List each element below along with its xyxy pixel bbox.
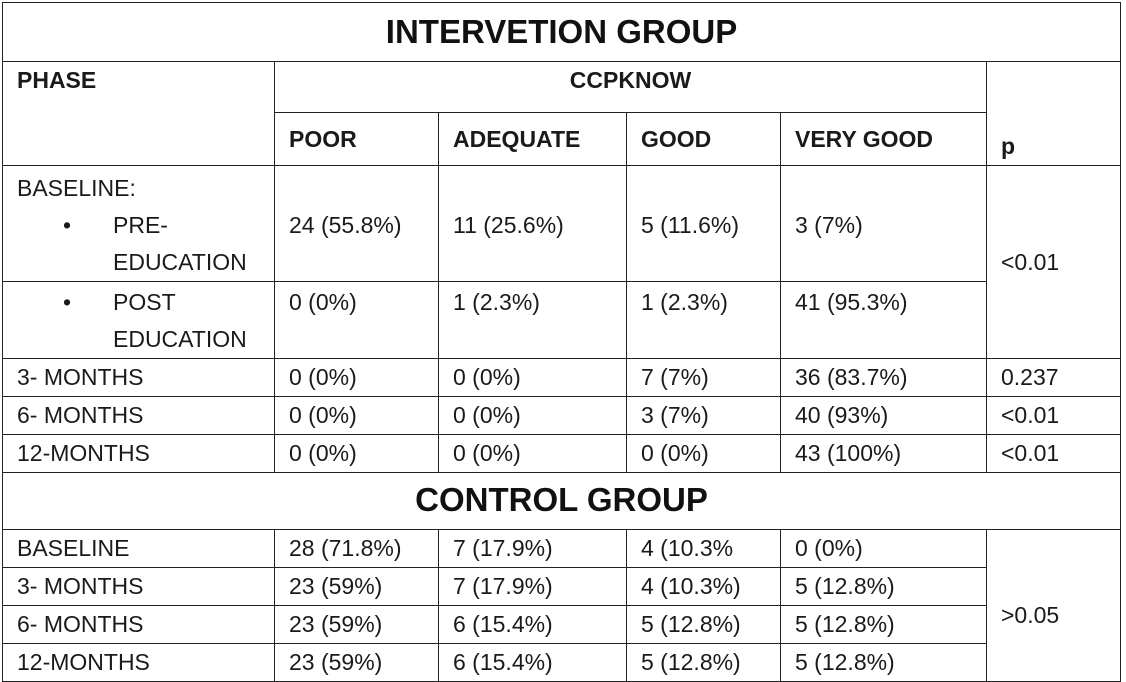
control-row-3-months: 3- MONTHS 23 (59%) 7 (17.9%) 4 (10.3%) 5… [2,567,1121,606]
very-good-cell: 5 (12.8%) [780,605,987,644]
poor-cell: 0 (0%) [274,358,439,397]
p-header: p [985,61,1122,166]
adequate-cell: 6 (15.4%) [438,605,627,644]
post-poor-cell: 0 (0%) [274,281,439,359]
post-label-line1: POST [113,289,176,315]
p-cell: <0.01 [985,434,1122,473]
baseline-p-cell: <0.01 [985,165,1122,359]
phase-cell: 3- MONTHS [2,358,275,397]
intervention-row-6-months: 6- MONTHS 0 (0%) 0 (0%) 3 (7%) 40 (93%) … [2,396,1122,435]
col-header-good: GOOD [626,112,781,166]
header-row-1: PHASE CCPKNOW p [2,61,1122,166]
poor-cell: 23 (59%) [274,643,439,682]
good-cell: 5 (12.8%) [626,643,781,682]
intervention-baseline-pre-row: BASELINE: • PRE- EDUCATION 24 (55.8%) 11 … [2,165,1122,359]
baseline-pre-phase-cell: BASELINE: • PRE- EDUCATION [2,165,275,282]
phase-cell: 12-MONTHS [2,643,275,682]
good-cell: 3 (7%) [626,396,781,435]
adequate-cell: 7 (17.9%) [438,567,627,606]
intervention-title-row: INTERVETION GROUP [1,2,1122,62]
post-very-good-cell: 41 (95.3%) [780,281,987,359]
adequate-cell: 0 (0%) [438,396,627,435]
p-cell: <0.01 [985,396,1122,435]
adequate-cell: 0 (0%) [438,358,627,397]
good-cell: 5 (12.8%) [626,605,781,644]
phase-cell: 6- MONTHS [2,605,275,644]
control-row-6-months: 6- MONTHS 23 (59%) 6 (15.4%) 5 (12.8%) 5… [2,605,1121,644]
control-group-title: CONTROL GROUP [1,472,1122,530]
post-phase-cell: • POST EDUCATION [2,281,275,359]
post-label-line2: EDUCATION [113,326,247,352]
col-header-adequate: ADEQUATE [438,112,627,166]
very-good-cell: 36 (83.7%) [780,358,987,397]
post-adequate-cell: 1 (2.3%) [438,281,627,359]
bullet-icon: • [63,289,72,315]
control-p-cell: >0.05 [985,529,1122,682]
pre-adequate-cell: 11 (25.6%) [438,165,627,282]
post-good-cell: 1 (2.3%) [626,281,781,359]
poor-cell: 0 (0%) [274,434,439,473]
good-cell: 7 (7%) [626,358,781,397]
pre-good-cell: 5 (11.6%) [626,165,781,282]
intervention-group-title: INTERVETION GROUP [1,2,1122,62]
poor-cell: 0 (0%) [274,396,439,435]
p-cell: 0.237 [985,358,1122,397]
very-good-cell: 0 (0%) [780,529,987,568]
bullet-icon: • [63,212,72,238]
adequate-cell: 6 (15.4%) [438,643,627,682]
good-cell: 4 (10.3% [626,529,781,568]
bullet-pre: • PRE- [17,207,274,244]
pre-very-good-cell: 3 (7%) [780,165,987,282]
col-header-poor: POOR [274,112,439,166]
poor-cell: 28 (71.8%) [274,529,439,568]
very-good-cell: 43 (100%) [780,434,987,473]
good-cell: 0 (0%) [626,434,781,473]
pre-label-line2: EDUCATION [113,249,247,275]
intervention-baseline-post-row: • POST EDUCATION 0 (0%) 1 (2.3%) 1 (2.3%)… [2,281,1121,359]
control-row-12-months: 12-MONTHS 23 (59%) 6 (15.4%) 5 (12.8%) 5… [2,643,1121,682]
good-cell: 4 (10.3%) [626,567,781,606]
phase-cell: 3- MONTHS [2,567,275,606]
adequate-cell: 0 (0%) [438,434,627,473]
pre-poor-cell: 24 (55.8%) [274,165,439,282]
control-row-baseline: BASELINE 28 (71.8%) 7 (17.9%) 4 (10.3% 0… [2,529,1122,682]
bullet-post: • POST [17,284,274,321]
baseline-label: BASELINE: [17,175,136,201]
intervention-row-12-months: 12-MONTHS 0 (0%) 0 (0%) 0 (0%) 43 (100%)… [2,434,1122,473]
phase-cell: 12-MONTHS [2,434,275,473]
phase-header: PHASE [2,61,275,113]
very-good-cell: 5 (12.8%) [780,643,987,682]
very-good-cell: 5 (12.8%) [780,567,987,606]
phase-header-blank [2,112,275,166]
poor-cell: 23 (59%) [274,567,439,606]
pre-label-line1: PRE- [113,212,168,238]
poor-cell: 23 (59%) [274,605,439,644]
col-header-very-good: VERY GOOD [780,112,987,166]
very-good-cell: 40 (93%) [780,396,987,435]
header-row-2: POOR ADEQUATE GOOD VERY GOOD [2,112,1121,166]
adequate-cell: 7 (17.9%) [438,529,627,568]
intervention-row-3-months: 3- MONTHS 0 (0%) 0 (0%) 7 (7%) 36 (83.7%… [2,358,1122,397]
phase-cell: 6- MONTHS [2,396,275,435]
phase-cell: BASELINE [2,529,275,568]
ccpknow-header: CCPKNOW [274,61,987,113]
control-title-row: CONTROL GROUP [1,472,1122,530]
